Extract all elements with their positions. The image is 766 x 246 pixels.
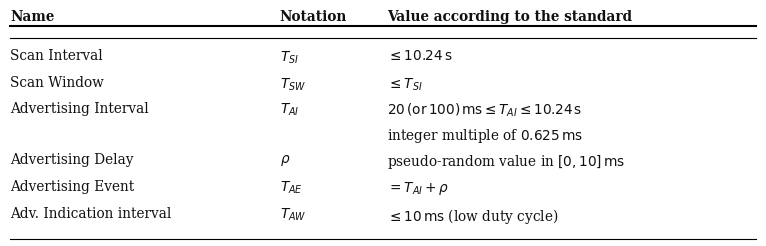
Text: $T_{SW}$: $T_{SW}$ <box>280 76 306 93</box>
Text: Value according to the standard: Value according to the standard <box>387 10 632 24</box>
Text: $\rho$: $\rho$ <box>280 153 290 168</box>
Text: Advertising Interval: Advertising Interval <box>10 102 149 116</box>
Text: Notation: Notation <box>280 10 347 24</box>
Text: Scan Window: Scan Window <box>10 76 103 90</box>
Text: $\leq T_{SI}$: $\leq T_{SI}$ <box>387 76 423 93</box>
Text: $T_{AE}$: $T_{AE}$ <box>280 180 303 196</box>
Text: $T_{AW}$: $T_{AW}$ <box>280 207 306 223</box>
Text: $\leq 10\,\mathrm{ms}$ (low duty cycle): $\leq 10\,\mathrm{ms}$ (low duty cycle) <box>387 207 558 226</box>
Text: $T_{SI}$: $T_{SI}$ <box>280 49 299 66</box>
Text: $= T_{AI} + \rho$: $= T_{AI} + \rho$ <box>387 180 449 197</box>
Text: Advertising Delay: Advertising Delay <box>10 153 133 167</box>
Text: $T_{AI}$: $T_{AI}$ <box>280 102 299 119</box>
Text: $20\,(\mathrm{or}\,100)\,\mathrm{ms} \leq T_{AI} \leq 10.24\,\mathrm{s}$: $20\,(\mathrm{or}\,100)\,\mathrm{ms} \le… <box>387 102 582 120</box>
Text: Name: Name <box>10 10 54 24</box>
Text: pseudo-random value in $[0,10]\,\mathrm{ms}$: pseudo-random value in $[0,10]\,\mathrm{… <box>387 153 625 170</box>
Text: integer multiple of $0.625\,\mathrm{ms}$: integer multiple of $0.625\,\mathrm{ms}$ <box>387 127 583 145</box>
Text: Adv. Indication interval: Adv. Indication interval <box>10 207 172 221</box>
Text: $\leq 10.24\,\mathrm{s}$: $\leq 10.24\,\mathrm{s}$ <box>387 49 453 63</box>
Text: Scan Interval: Scan Interval <box>10 49 103 63</box>
Text: Advertising Event: Advertising Event <box>10 180 134 194</box>
